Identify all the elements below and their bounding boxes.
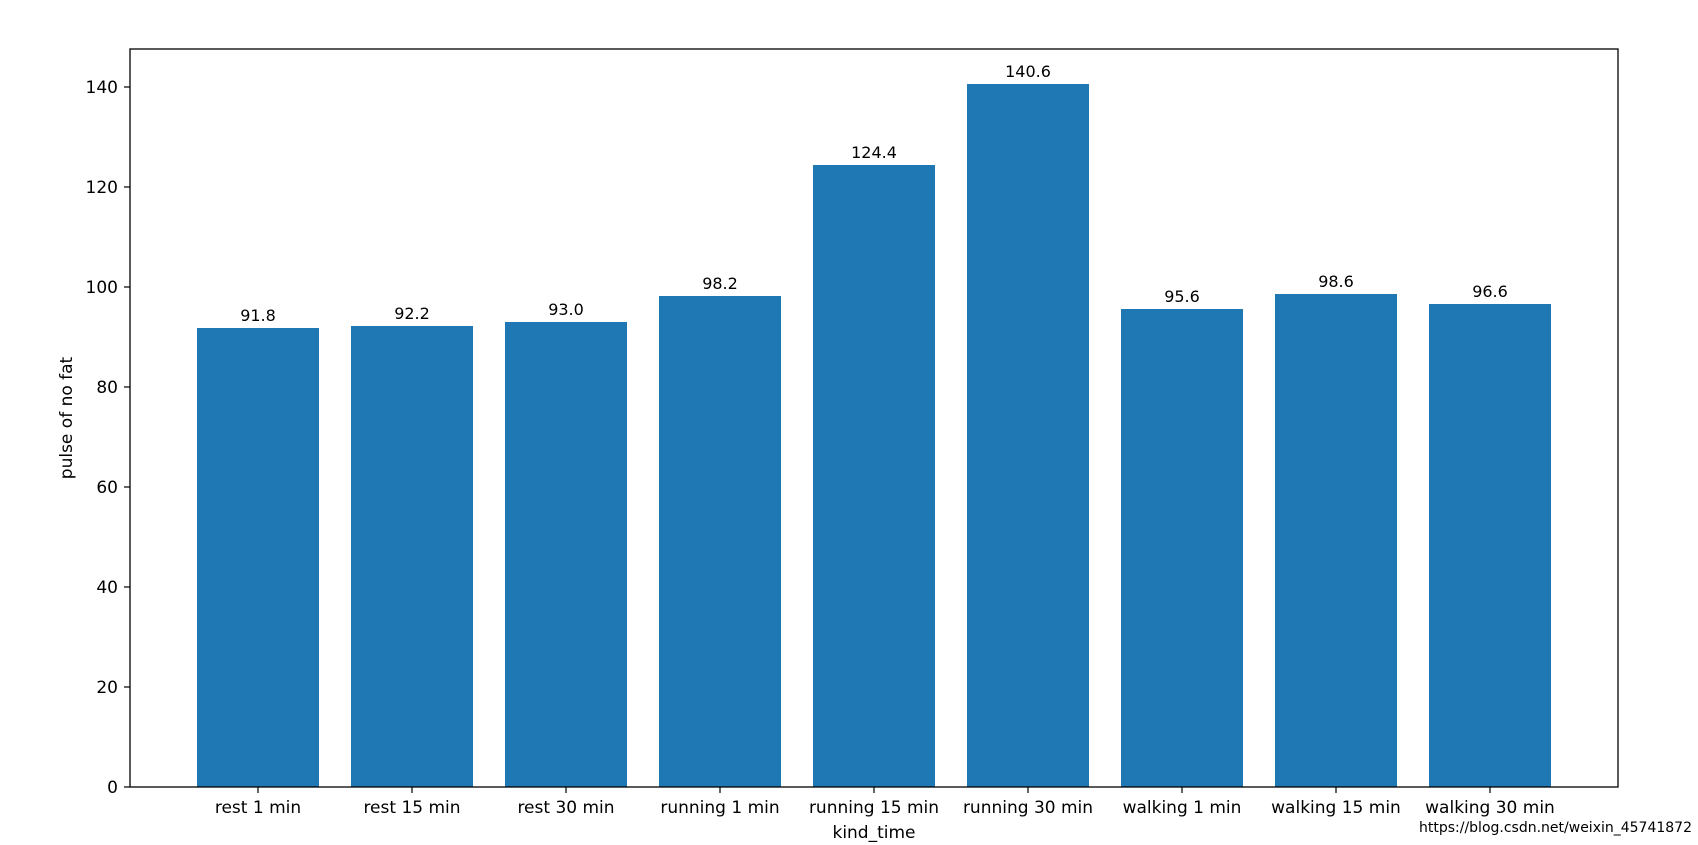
y-axis-ticks: 0 20 40 60 80 100 120 140	[86, 78, 130, 798]
data-label: 140.6	[1005, 62, 1051, 81]
data-label: 93.0	[548, 300, 584, 319]
bar	[967, 84, 1089, 787]
x-tick-label: running 30 min	[963, 798, 1093, 818]
y-tick-label: 120	[86, 178, 118, 198]
bar	[659, 296, 781, 787]
data-label: 91.8	[240, 306, 276, 325]
x-tick-label: walking 15 min	[1271, 798, 1401, 818]
x-tick-label: walking 30 min	[1425, 798, 1555, 818]
data-label: 95.6	[1164, 287, 1200, 306]
bar	[1429, 304, 1551, 787]
x-axis-label: kind_time	[832, 823, 915, 843]
bar	[813, 165, 935, 787]
x-tick-label: rest 30 min	[517, 798, 614, 818]
y-tick-label: 140	[86, 78, 118, 98]
data-labels-group: 91.8 92.2 93.0 98.2 124.4 140.6 95.6 98.6 96.6	[240, 62, 1508, 325]
bar	[197, 328, 319, 787]
bar	[1121, 309, 1243, 787]
y-axis-label: pulse of no fat	[57, 356, 77, 479]
data-label: 98.2	[702, 274, 738, 293]
bar	[505, 322, 627, 787]
bar	[351, 326, 473, 787]
y-tick-label: 40	[96, 578, 118, 598]
data-label: 92.2	[394, 304, 430, 323]
y-tick-label: 60	[96, 478, 118, 498]
x-tick-label: walking 1 min	[1123, 798, 1242, 818]
bars-group	[197, 84, 1551, 787]
data-label: 124.4	[851, 143, 897, 162]
x-tick-label: running 1 min	[660, 798, 779, 818]
x-tick-label: running 15 min	[809, 798, 939, 818]
data-label: 96.6	[1472, 282, 1508, 301]
y-tick-label: 0	[107, 778, 118, 798]
y-tick-label: 100	[86, 278, 118, 298]
data-label: 98.6	[1318, 272, 1354, 291]
y-tick-label: 20	[96, 678, 118, 698]
x-tick-label: rest 15 min	[363, 798, 460, 818]
y-tick-label: 80	[96, 378, 118, 398]
watermark-text: https://blog.csdn.net/weixin_45741872	[1419, 820, 1692, 836]
x-axis-ticks: rest 1 min rest 15 min rest 30 min running …	[215, 787, 1555, 818]
bar	[1275, 294, 1397, 787]
x-tick-label: rest 1 min	[215, 798, 301, 818]
